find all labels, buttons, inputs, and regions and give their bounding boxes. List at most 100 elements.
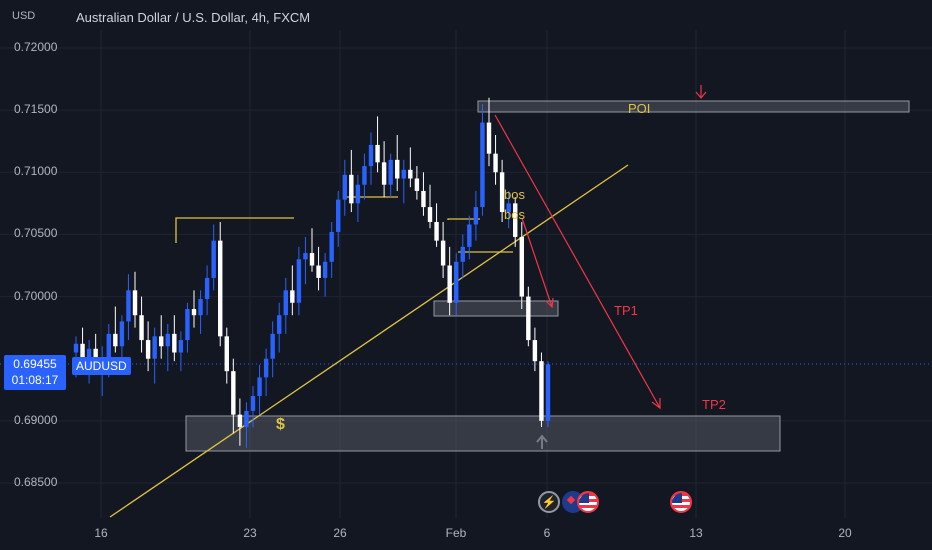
candle-body	[467, 224, 472, 247]
candle-body	[499, 172, 505, 213]
candle-body	[368, 144, 374, 167]
candle-body	[204, 277, 210, 300]
candles	[73, 97, 551, 449]
candle-body	[113, 333, 118, 347]
poi-label: POI	[628, 101, 651, 116]
candle-body	[211, 240, 216, 278]
x-tick-label: 20	[838, 526, 852, 540]
candle-body	[185, 309, 190, 341]
candle-body	[480, 122, 485, 208]
candle-body	[106, 333, 111, 362]
bos-label-1: bos	[504, 187, 525, 202]
currency-label: USD	[12, 10, 36, 22]
candle-body	[218, 240, 223, 337]
y-tick-label: 0.69000	[14, 412, 58, 427]
high-level-line	[175, 217, 294, 243]
candle-body	[224, 336, 229, 372]
bos-label-2: bos	[504, 207, 525, 222]
candle-body	[80, 343, 85, 359]
tp2-label: TP2	[702, 397, 726, 412]
lightning-icon[interactable]: ⚡	[538, 491, 560, 513]
candle-body	[172, 333, 177, 353]
candle-body	[178, 340, 184, 353]
candle-body	[165, 333, 170, 347]
candle-body	[388, 159, 393, 185]
candle-body	[139, 315, 144, 341]
candle-body	[277, 315, 282, 334]
chart-grid	[0, 30, 932, 518]
candle-body	[473, 207, 479, 225]
us-flag-icon[interactable]	[670, 491, 692, 513]
candle-body	[486, 122, 492, 154]
y-tick-label: 0.70500	[14, 226, 58, 241]
candle-body	[257, 377, 262, 396]
candle-body	[132, 290, 138, 316]
candle-body	[519, 236, 524, 297]
candle-body	[532, 340, 538, 362]
candle-body	[349, 174, 354, 204]
candle-body	[427, 207, 433, 222]
candle-body	[460, 246, 465, 262]
x-tick-label: 16	[94, 526, 108, 540]
liquidity-zone	[185, 415, 781, 452]
up-arrow-icon	[536, 434, 548, 449]
x-tick-label: 6	[543, 526, 551, 540]
candle-body	[336, 199, 341, 232]
candle-body	[250, 396, 256, 411]
candle-body	[362, 166, 367, 185]
candle-body	[263, 358, 269, 378]
candle-body	[309, 253, 315, 266]
projection-arrows	[494, 85, 707, 410]
us-flag-icon[interactable]	[577, 491, 599, 513]
x-tick-label: 23	[243, 526, 257, 540]
candle-body	[513, 203, 518, 237]
liquidity-label: $	[276, 416, 285, 433]
chart-title: Australian Dollar / U.S. Dollar, 4h, FXC…	[76, 10, 311, 25]
candle-body	[322, 261, 328, 278]
candle-body	[434, 222, 439, 241]
candle-body	[440, 240, 446, 266]
candle-body	[329, 231, 334, 262]
tp1-label: TP1	[614, 303, 638, 318]
bar-countdown: 01:08:17	[11, 373, 59, 387]
candle-body	[231, 371, 236, 415]
x-tick-label: Feb	[445, 526, 467, 540]
trendline	[109, 164, 629, 518]
candle-body	[493, 153, 498, 173]
last-price-value: 0.69455	[13, 357, 57, 371]
candle-body	[381, 162, 387, 185]
candle-body	[414, 178, 420, 191]
candle-body	[401, 169, 406, 179]
symbol-badge: AUDUSD	[72, 357, 131, 375]
x-tick-label: 13	[689, 526, 703, 540]
tp1-zone	[433, 300, 559, 317]
candle-body	[159, 336, 164, 347]
candle-body	[506, 203, 511, 213]
candle-body	[408, 169, 413, 179]
candle-body	[290, 290, 295, 303]
candle-body	[355, 184, 361, 204]
candle-body	[296, 259, 302, 303]
candle-body	[270, 333, 275, 359]
candle-body	[73, 343, 79, 353]
candle-body	[447, 265, 452, 303]
candle-body	[545, 364, 551, 421]
candle-body	[316, 265, 321, 278]
y-tick-label: 0.70000	[14, 288, 58, 303]
candle-body	[86, 348, 92, 359]
candle-body	[145, 340, 151, 359]
candle-body	[539, 361, 544, 421]
x-tick-label: 26	[333, 526, 347, 540]
poi-zone	[477, 100, 910, 113]
candle-body	[244, 410, 249, 428]
candle-body	[152, 336, 157, 359]
candle-body	[303, 253, 308, 260]
candle-body	[375, 144, 380, 163]
candle-body	[454, 261, 459, 303]
y-tick-label: 0.68500	[14, 475, 58, 489]
y-tick-label: 0.71000	[14, 164, 58, 179]
candle-body	[421, 190, 426, 208]
candle-body	[198, 299, 203, 316]
candle-body	[119, 321, 125, 347]
